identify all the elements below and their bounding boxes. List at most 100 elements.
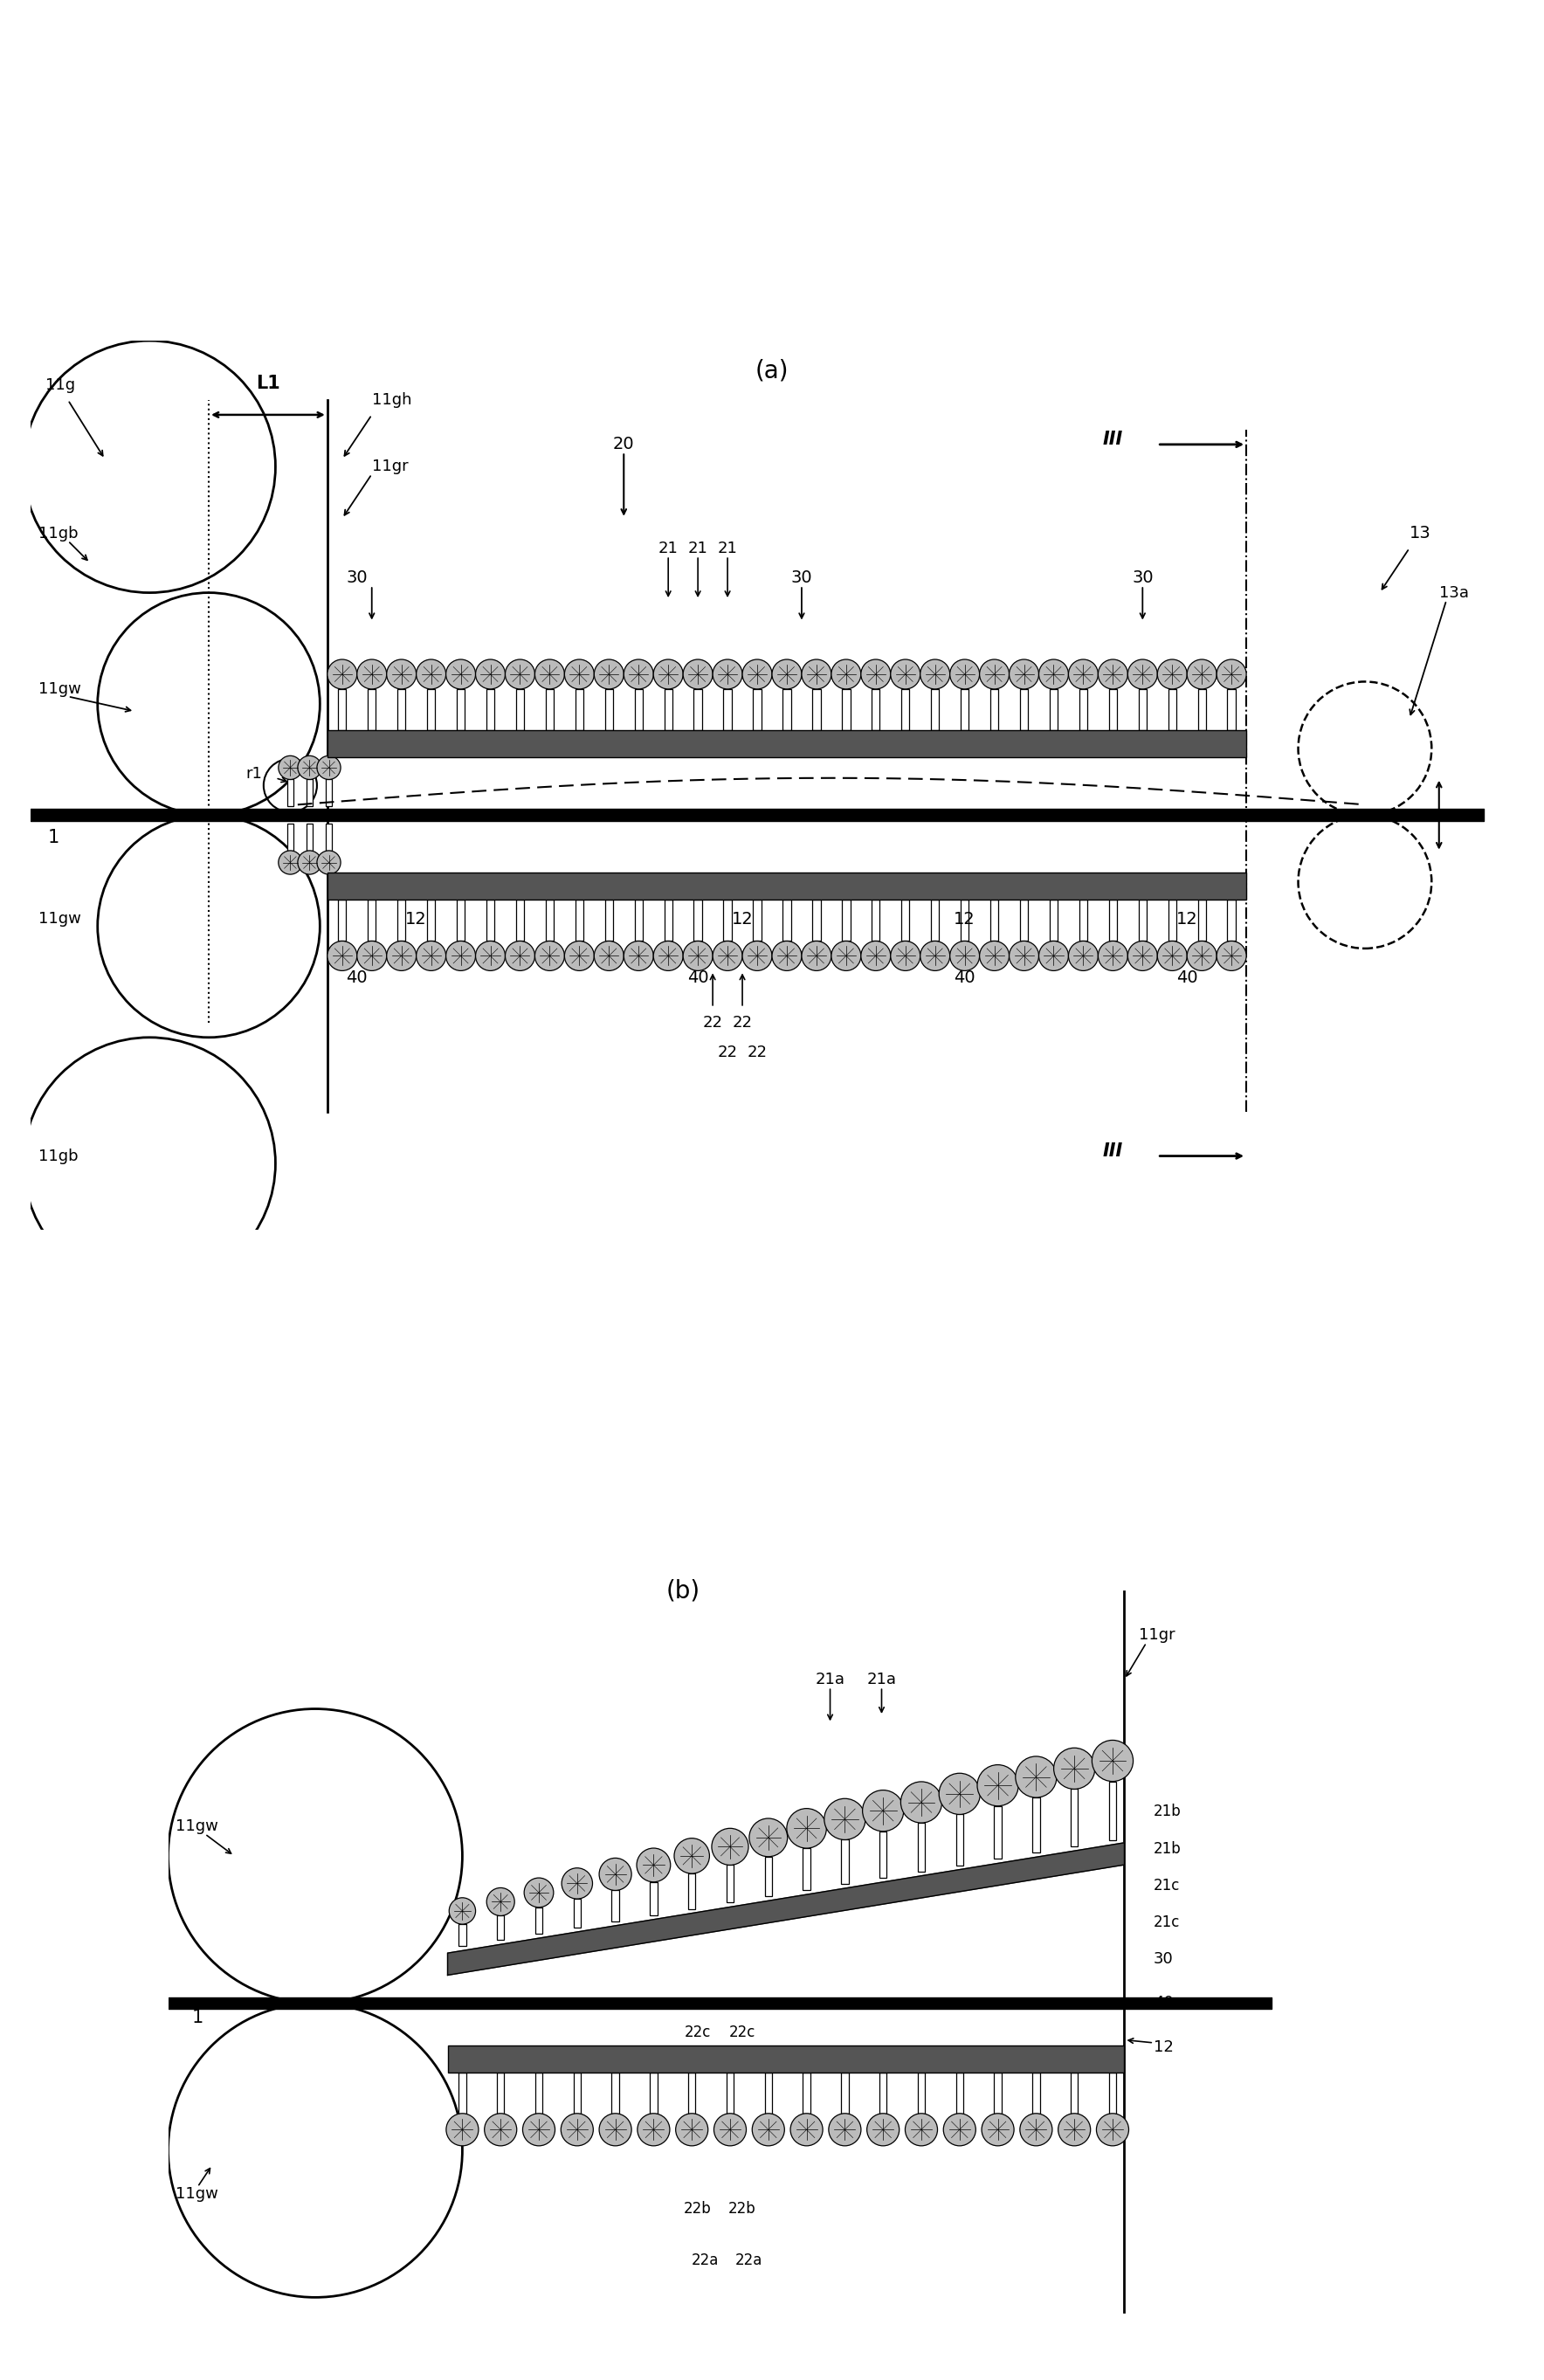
Bar (880, 2073, 886, 2113)
Bar (803, 2073, 811, 2113)
Circle shape (772, 940, 801, 971)
Text: 11gw: 11gw (39, 912, 80, 926)
Bar (486, 900, 494, 940)
Circle shape (713, 940, 743, 971)
Bar (902, 900, 909, 940)
Circle shape (1068, 659, 1098, 690)
Text: 22a: 22a (735, 2254, 763, 2268)
Circle shape (1217, 940, 1246, 971)
Text: III: III (1102, 431, 1122, 447)
Circle shape (977, 1766, 1019, 1806)
Circle shape (950, 659, 979, 690)
Bar (812, 900, 820, 940)
Circle shape (386, 659, 417, 690)
Bar (367, 690, 375, 731)
Circle shape (653, 940, 682, 971)
Bar (1169, 900, 1177, 940)
Circle shape (1053, 1747, 1095, 1790)
Bar (1070, 1790, 1078, 1847)
Bar (327, 731, 1246, 757)
Bar (605, 900, 613, 940)
Circle shape (979, 940, 1010, 971)
Circle shape (1217, 659, 1246, 690)
Bar (960, 690, 968, 731)
Bar (1079, 900, 1087, 940)
Circle shape (1096, 2113, 1129, 2147)
Bar (872, 900, 880, 940)
Bar (764, 2073, 772, 2113)
Circle shape (560, 2113, 593, 2147)
Text: 21a: 21a (815, 1671, 845, 1687)
Circle shape (900, 1783, 942, 1823)
Bar (650, 2073, 658, 2113)
Circle shape (523, 2113, 554, 2147)
Text: 12: 12 (1153, 2040, 1173, 2054)
Text: 21b: 21b (1153, 1804, 1181, 1821)
Text: 40: 40 (346, 969, 367, 985)
Circle shape (317, 850, 341, 873)
Circle shape (866, 2113, 899, 2147)
Bar (338, 690, 346, 731)
Bar (306, 823, 313, 850)
Circle shape (787, 1809, 826, 1849)
Text: 40: 40 (687, 969, 709, 985)
Circle shape (713, 659, 743, 690)
Bar (841, 690, 851, 731)
Circle shape (485, 2113, 517, 2147)
Circle shape (743, 940, 772, 971)
Circle shape (831, 940, 862, 971)
Bar (536, 2073, 542, 2113)
Text: 11gw: 11gw (176, 2187, 218, 2202)
Bar (841, 2073, 849, 2113)
Text: L1: L1 (256, 376, 279, 393)
Circle shape (920, 659, 950, 690)
Circle shape (505, 940, 534, 971)
Circle shape (891, 940, 920, 971)
Text: 21: 21 (689, 540, 707, 557)
Circle shape (1158, 659, 1187, 690)
Circle shape (523, 1878, 554, 1906)
Bar (576, 900, 584, 940)
Text: 1: 1 (191, 2009, 204, 2025)
Circle shape (624, 940, 653, 971)
Bar (753, 900, 761, 940)
Bar (611, 1890, 619, 1921)
Circle shape (801, 940, 831, 971)
Circle shape (565, 659, 594, 690)
Bar (457, 900, 465, 940)
Bar (841, 900, 851, 940)
Bar (635, 690, 642, 731)
Circle shape (943, 2113, 976, 2147)
Circle shape (1158, 940, 1187, 971)
Bar (994, 1806, 1002, 1859)
Text: 11gr: 11gr (372, 459, 408, 474)
Text: 11gw: 11gw (39, 681, 80, 697)
Circle shape (1039, 940, 1068, 971)
Bar (545, 690, 554, 731)
Text: 11gr: 11gr (1139, 1628, 1175, 1642)
Bar (693, 690, 703, 731)
Text: 11gh: 11gh (372, 393, 412, 407)
Circle shape (505, 659, 534, 690)
Circle shape (594, 659, 624, 690)
Circle shape (862, 940, 891, 971)
Bar (536, 1906, 542, 1935)
Circle shape (905, 2113, 937, 2147)
Circle shape (791, 2113, 823, 2147)
Text: 20: 20 (613, 436, 635, 452)
Bar (448, 2047, 1124, 2073)
Circle shape (446, 2113, 479, 2147)
Circle shape (682, 659, 713, 690)
Circle shape (624, 659, 653, 690)
Bar (990, 690, 999, 731)
Bar (664, 690, 672, 731)
Text: 12: 12 (732, 912, 753, 928)
Bar (1198, 900, 1206, 940)
Bar (1109, 900, 1116, 940)
Circle shape (713, 2113, 746, 2147)
Circle shape (476, 659, 505, 690)
Circle shape (486, 1887, 514, 1916)
Bar (326, 781, 332, 807)
Bar (1138, 900, 1147, 940)
Bar (306, 781, 313, 807)
